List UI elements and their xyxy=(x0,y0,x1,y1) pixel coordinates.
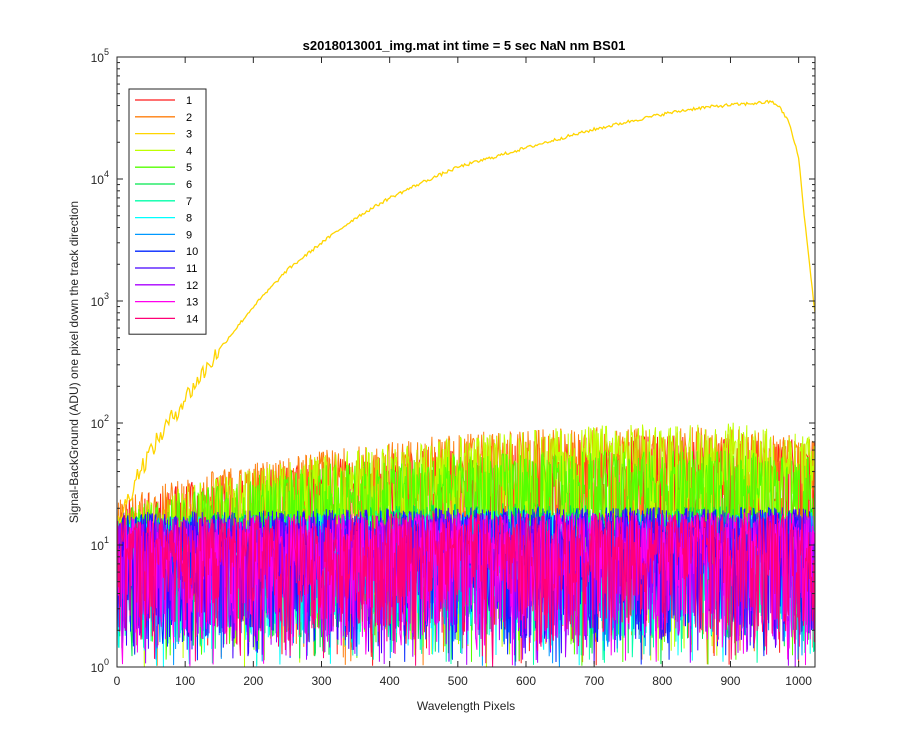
x-tick-label: 900 xyxy=(720,674,740,688)
legend-label: 1 xyxy=(186,95,192,107)
y-tick-label: 104 xyxy=(91,169,109,187)
plot-frame xyxy=(116,56,816,668)
series-14-line xyxy=(117,511,815,667)
legend-label: 3 xyxy=(186,129,192,141)
x-axis-label: Wavelength Pixels xyxy=(417,699,515,713)
x-tick-label: 0 xyxy=(114,674,121,688)
x-tick-label: 100 xyxy=(175,674,195,688)
legend-label: 2 xyxy=(186,112,192,124)
series-layer xyxy=(117,99,815,667)
legend-label: 8 xyxy=(186,213,192,225)
legend-label: 7 xyxy=(186,196,192,208)
x-tick-label: 600 xyxy=(516,674,536,688)
y-tick-label: 101 xyxy=(91,535,109,553)
x-tick-label: 400 xyxy=(380,674,400,688)
legend-label: 9 xyxy=(186,229,192,241)
y-tick-label: 100 xyxy=(91,657,109,675)
legend-box xyxy=(128,88,207,335)
legend-label: 12 xyxy=(186,280,198,292)
legend-label: 5 xyxy=(186,162,192,174)
x-tick-label: 700 xyxy=(584,674,604,688)
y-tick-label: 103 xyxy=(91,291,109,309)
x-tick-label: 200 xyxy=(243,674,263,688)
legend-label: 6 xyxy=(186,179,192,191)
x-tick-label: 300 xyxy=(311,674,331,688)
legend-label: 11 xyxy=(186,263,197,275)
series-3-line xyxy=(117,99,815,524)
x-tick-label: 500 xyxy=(448,674,468,688)
y-tick-label: 102 xyxy=(91,413,109,431)
legend-label: 13 xyxy=(186,297,198,309)
y-axis-label: Signal-BackGround (ADU) one pixel down t… xyxy=(67,201,81,523)
y-tick-label: 105 xyxy=(91,47,109,65)
x-tick-label: 800 xyxy=(652,674,672,688)
legend-label: 10 xyxy=(186,246,198,258)
chart-title: s2018013001_img.mat int time = 5 sec NaN… xyxy=(303,38,626,53)
legend-label: 14 xyxy=(186,313,198,325)
ticks-layer: 0 100 200 300 400 500 600 700 800 900 100010010110… xyxy=(91,47,815,688)
x-tick-label: 1000 xyxy=(785,674,812,688)
legend-label: 4 xyxy=(186,145,192,157)
